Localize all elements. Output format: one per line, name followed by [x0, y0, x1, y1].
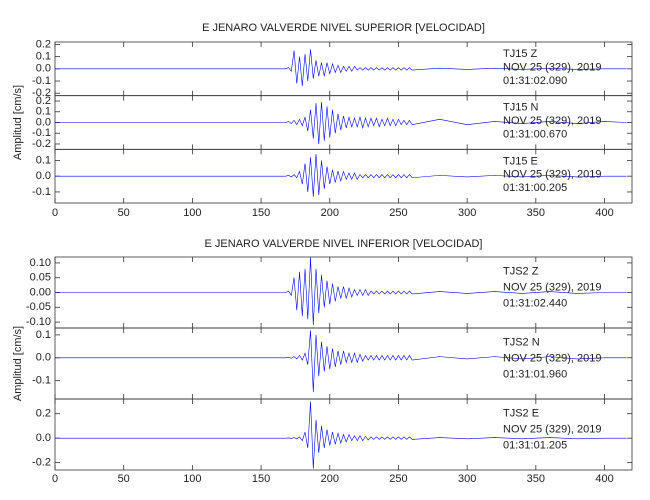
waveform: [55, 401, 627, 469]
chart-title: E JENARO VALVERDE NIVEL SUPERIOR [VELOCI…: [202, 22, 485, 34]
x-tick-label: 300: [458, 473, 476, 485]
x-tick-label: 200: [321, 207, 339, 219]
x-tick-label: 150: [252, 207, 270, 219]
y-tick-label: -0.1: [32, 75, 51, 87]
y-tick-label: -0.05: [26, 301, 51, 313]
trace-annotation: NOV 25 (329), 2019: [503, 61, 601, 73]
y-tick-label: 0.1: [36, 329, 51, 341]
y-tick-label: 0.1: [36, 154, 51, 166]
x-tick-label: 50: [118, 473, 130, 485]
trace-annotation: TJS2 E: [503, 407, 539, 419]
trace-annotation: 01:31:00.670: [503, 128, 567, 140]
x-tick-label: 250: [389, 473, 407, 485]
x-tick-label: 100: [183, 207, 201, 219]
x-tick-label: 400: [595, 473, 613, 485]
y-tick-label: 0.0: [36, 170, 51, 182]
y-tick-label: -0.2: [32, 87, 51, 99]
y-tick-label: -0.10: [26, 316, 51, 328]
y-tick-label: 0.1: [36, 51, 51, 63]
x-tick-label: 0: [52, 473, 58, 485]
trace-annotation: 01:31:01.960: [503, 368, 567, 380]
x-tick-label: 0: [52, 207, 58, 219]
y-tick-label: 0.0: [36, 116, 51, 128]
y-tick-label: 0.2: [36, 408, 51, 420]
y-axis-label: Amplitud [cm/s]: [12, 85, 24, 160]
y-tick-label: 0.05: [30, 272, 51, 284]
trace-annotation: TJ15 Z: [503, 48, 538, 60]
trace-annotation: 01:31:02.440: [503, 297, 567, 309]
waveform: [55, 102, 627, 144]
x-tick-label: 400: [595, 207, 613, 219]
x-tick-label: 300: [458, 207, 476, 219]
waveform: [55, 330, 627, 393]
x-tick-label: 200: [321, 473, 339, 485]
y-tick-label: 0.0: [36, 432, 51, 444]
y-axis-label: Amplitud [cm/s]: [12, 326, 24, 401]
x-tick-label: 50: [118, 207, 130, 219]
x-tick-label: 100: [183, 473, 201, 485]
y-tick-label: 0.2: [36, 95, 51, 107]
y-tick-label: 0.1: [36, 106, 51, 118]
y-tick-label: 0.2: [36, 38, 51, 50]
trace-annotation: 01:31:01.205: [503, 439, 567, 451]
trace-annotation: NOV 25 (329), 2019: [503, 281, 601, 293]
x-tick-label: 150: [252, 473, 270, 485]
panel-frame: [54, 398, 633, 471]
y-tick-label: 0.0: [36, 63, 51, 75]
x-tick-label: 350: [527, 473, 545, 485]
y-tick-label: -0.2: [32, 138, 51, 150]
x-tick-label: 250: [389, 207, 407, 219]
trace-annotation: TJ15 N: [503, 102, 539, 114]
x-tick-label: 350: [527, 207, 545, 219]
y-tick-label: -0.1: [32, 127, 51, 139]
trace-annotation: 01:31:02.090: [503, 75, 567, 87]
y-tick-label: -0.1: [32, 186, 51, 198]
y-tick-label: 0.10: [30, 257, 51, 269]
trace-annotation: NOV 25 (329), 2019: [503, 352, 601, 364]
waveform: [55, 49, 627, 86]
trace-annotation: NOV 25 (329), 2019: [503, 423, 601, 435]
trace-annotation: TJ15 E: [503, 155, 538, 167]
trace-annotation: NOV 25 (329), 2019: [503, 169, 601, 181]
waveform: [55, 154, 627, 197]
y-tick-label: -0.1: [32, 375, 51, 387]
y-tick-label: -0.2: [32, 457, 51, 469]
trace-annotation: NOV 25 (329), 2019: [503, 115, 601, 127]
y-tick-label: 0.0: [36, 352, 51, 364]
trace-annotation: TJS2 N: [503, 336, 540, 348]
y-tick-label: 0.00: [30, 286, 51, 298]
trace-annotation: 01:31:00.205: [503, 182, 567, 194]
chart-title: E JENARO VALVERDE NIVEL INFERIOR [VELOCI…: [205, 238, 483, 250]
waveform: [55, 256, 627, 326]
trace-annotation: TJS2 Z: [503, 265, 539, 277]
